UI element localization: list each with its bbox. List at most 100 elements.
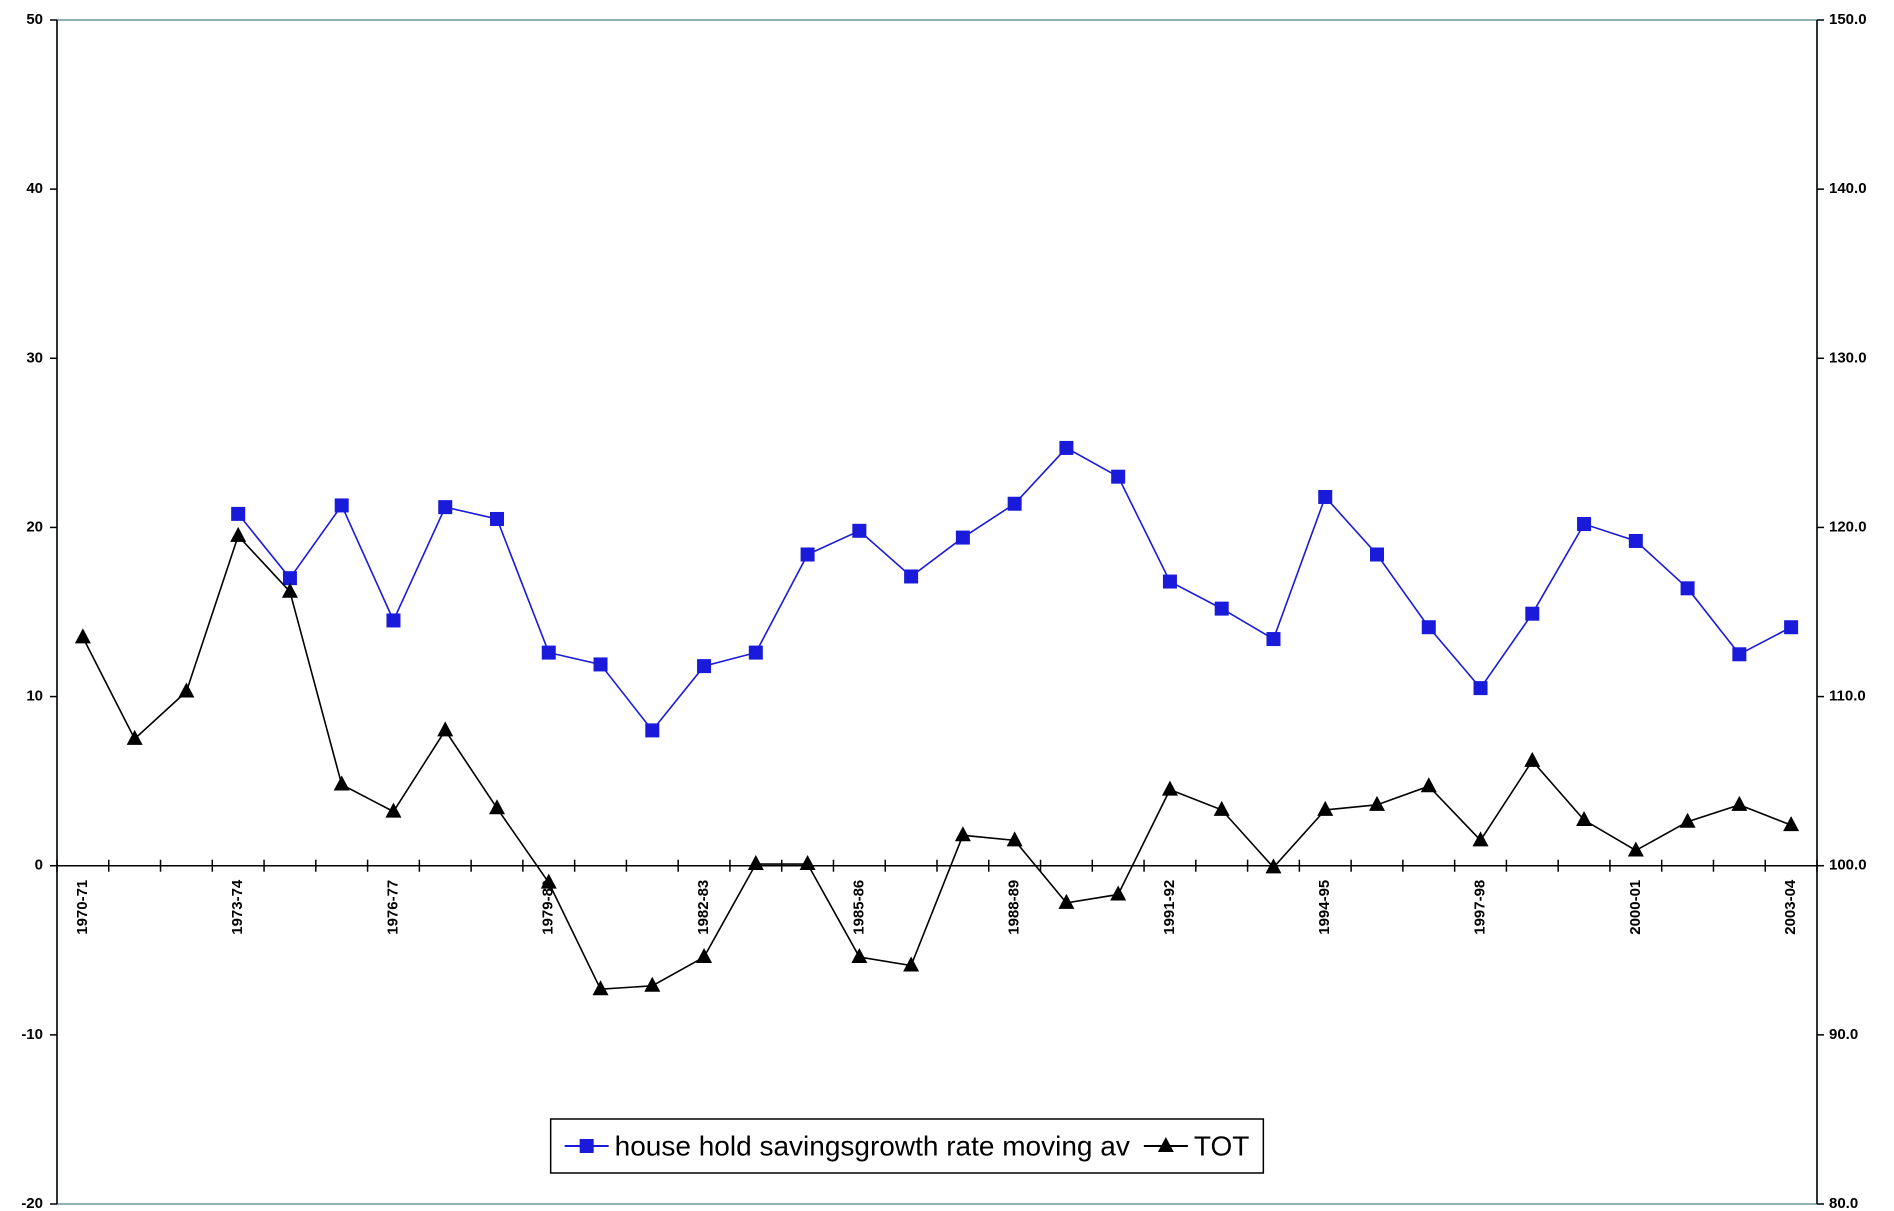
square-marker: [1732, 647, 1747, 662]
square-marker: [1784, 620, 1799, 635]
x-tick-label: 1979-80: [540, 880, 557, 935]
triangle-marker: [747, 855, 764, 871]
legend-marker: [579, 1139, 594, 1153]
triangle-marker: [1058, 893, 1075, 909]
y2-tick-label: 140.0: [1829, 180, 1867, 197]
triangle-marker: [74, 628, 91, 644]
square-marker: [386, 613, 401, 628]
y-tick-label: 10: [26, 688, 43, 705]
triangle-marker: [540, 873, 557, 889]
triangle-marker: [489, 799, 505, 815]
y-tick-label: 50: [26, 11, 43, 28]
triangle-marker: [1006, 831, 1023, 847]
square-marker: [1421, 620, 1436, 635]
x-tick-label: 1988-89: [1006, 880, 1023, 935]
series-line: [82, 534, 1792, 991]
triangle-marker: [1265, 858, 1282, 874]
square-marker: [231, 506, 246, 521]
triangle-marker: [281, 582, 298, 598]
triangle-marker: [644, 976, 661, 992]
x-tick-label: 1976-77: [384, 880, 401, 935]
square-marker: [282, 571, 297, 586]
series-line: [237, 446, 1792, 732]
square-marker: [1111, 469, 1126, 484]
x-tick-label: 1970-71: [74, 880, 91, 935]
triangle-marker: [1679, 812, 1696, 828]
legend: house hold savingsgrowth rate moving av T…: [549, 1118, 1265, 1174]
triangle-marker: [1161, 780, 1178, 796]
square-marker: [1059, 440, 1074, 455]
square-marker: [490, 511, 504, 526]
square-marker: [1525, 606, 1540, 621]
x-tick-label: 1985-86: [850, 880, 867, 935]
triangle-marker: [1472, 831, 1489, 847]
y-tick-label: -20: [21, 1195, 43, 1211]
triangle-marker: [1524, 751, 1541, 767]
x-tick-label: 1991-92: [1161, 880, 1178, 935]
triangle-marker: [437, 721, 454, 737]
y-tick-label: 0: [35, 857, 43, 874]
square-marker: [645, 723, 660, 738]
triangle-marker: [1731, 795, 1748, 811]
square-marker: [541, 645, 556, 660]
y2-tick-label: 90.0: [1829, 1026, 1858, 1043]
y-tick-label: 20: [26, 518, 43, 535]
triangle-marker: [178, 682, 195, 698]
square-marker: [1680, 581, 1695, 596]
square-marker: [1577, 517, 1592, 532]
x-tick-label: 2000-01: [1627, 880, 1644, 935]
triangle-marker: [1420, 777, 1437, 793]
triangle-marker: [696, 948, 713, 964]
x-tick-label: 1997-98: [1471, 880, 1488, 935]
triangle-marker: [1317, 800, 1334, 816]
y2-tick-label: 110.0: [1829, 688, 1866, 705]
square-marker: [697, 659, 712, 674]
square-marker: [1628, 533, 1643, 548]
plot-area: [56, 19, 1818, 1205]
y2-tick-label: 80.0: [1829, 1195, 1858, 1211]
y2-tick-label: 150.0: [1829, 11, 1867, 28]
triangle-marker: [903, 956, 920, 972]
square-marker: [800, 547, 815, 562]
y2-tick-label: 100.0: [1829, 857, 1867, 874]
square-marker: [1318, 489, 1333, 504]
square-marker: [1214, 601, 1229, 616]
x-tick-label: 1994-95: [1316, 880, 1333, 935]
triangle-marker: [954, 826, 971, 842]
triangle-marker: [851, 948, 868, 964]
x-tick-label: 1973-74: [229, 879, 246, 935]
triangle-marker: [1627, 841, 1644, 857]
y-tick-label: -10: [21, 1026, 43, 1043]
square-marker: [1370, 547, 1384, 562]
triangle-marker: [126, 729, 143, 745]
x-tick-label: 1982-83: [695, 880, 712, 935]
square-marker: [593, 657, 608, 672]
triangle-marker: [385, 802, 402, 818]
triangle-marker: [1213, 800, 1230, 816]
triangle-marker: [333, 775, 350, 791]
square-marker: [748, 645, 763, 660]
y-tick-label: 40: [26, 180, 43, 197]
square-marker: [904, 569, 919, 584]
y-tick-label: 30: [26, 349, 43, 366]
triangle-marker: [1783, 816, 1800, 832]
triangle-marker: [1576, 811, 1593, 827]
legend-label: TOT: [1194, 1130, 1249, 1161]
square-marker: [334, 498, 349, 513]
square-marker: [1007, 496, 1022, 511]
triangle-marker: [230, 526, 247, 542]
square-marker: [955, 530, 970, 545]
triangle-marker: [1110, 885, 1127, 901]
triangle-marker: [1369, 795, 1385, 811]
y2-tick-label: 120.0: [1829, 518, 1867, 535]
square-marker: [438, 500, 453, 515]
legend-label: house hold savingsgrowth rate moving av: [615, 1130, 1130, 1161]
triangle-marker: [592, 980, 609, 996]
square-marker: [1266, 632, 1281, 647]
x-tick-label: 2003-04: [1782, 879, 1799, 935]
y2-tick-label: 130.0: [1829, 349, 1867, 366]
triangle-marker: [799, 855, 816, 871]
square-marker: [852, 523, 867, 538]
